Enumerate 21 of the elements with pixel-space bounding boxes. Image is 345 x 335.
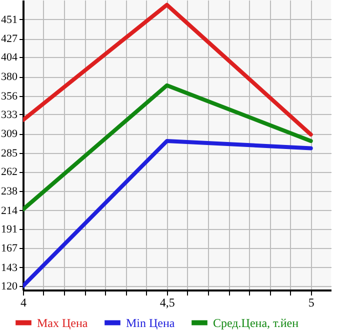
y-tick-label: 404: [1, 52, 18, 64]
legend-label: Max Цена: [37, 316, 88, 330]
y-tick-label: 451: [1, 14, 18, 26]
y-tick-label: 285: [1, 148, 18, 160]
legend-label: Min Цена: [126, 316, 176, 330]
y-tick-label: 333: [1, 108, 18, 121]
y-tick-label: 191: [1, 223, 18, 236]
y-tick-label: 309: [1, 128, 18, 140]
legend-label: Сред.Цена, т.йен: [213, 316, 300, 330]
y-tick-label: 262: [1, 166, 18, 178]
y-tick-label: 214: [1, 204, 18, 217]
y-tick-label: 380: [1, 71, 18, 84]
y-tick-label: 427: [1, 33, 18, 46]
y-tick-label: 356: [1, 90, 18, 102]
y-tick-label: 143: [1, 262, 18, 274]
x-tick-label: 4: [20, 296, 26, 310]
x-tick-label: 4,5: [160, 296, 175, 310]
y-tick-label: 238: [1, 185, 18, 198]
y-tick-label: 167: [1, 242, 18, 255]
x-tick-label: 5: [308, 296, 314, 310]
y-tick-label: 120: [1, 280, 18, 292]
